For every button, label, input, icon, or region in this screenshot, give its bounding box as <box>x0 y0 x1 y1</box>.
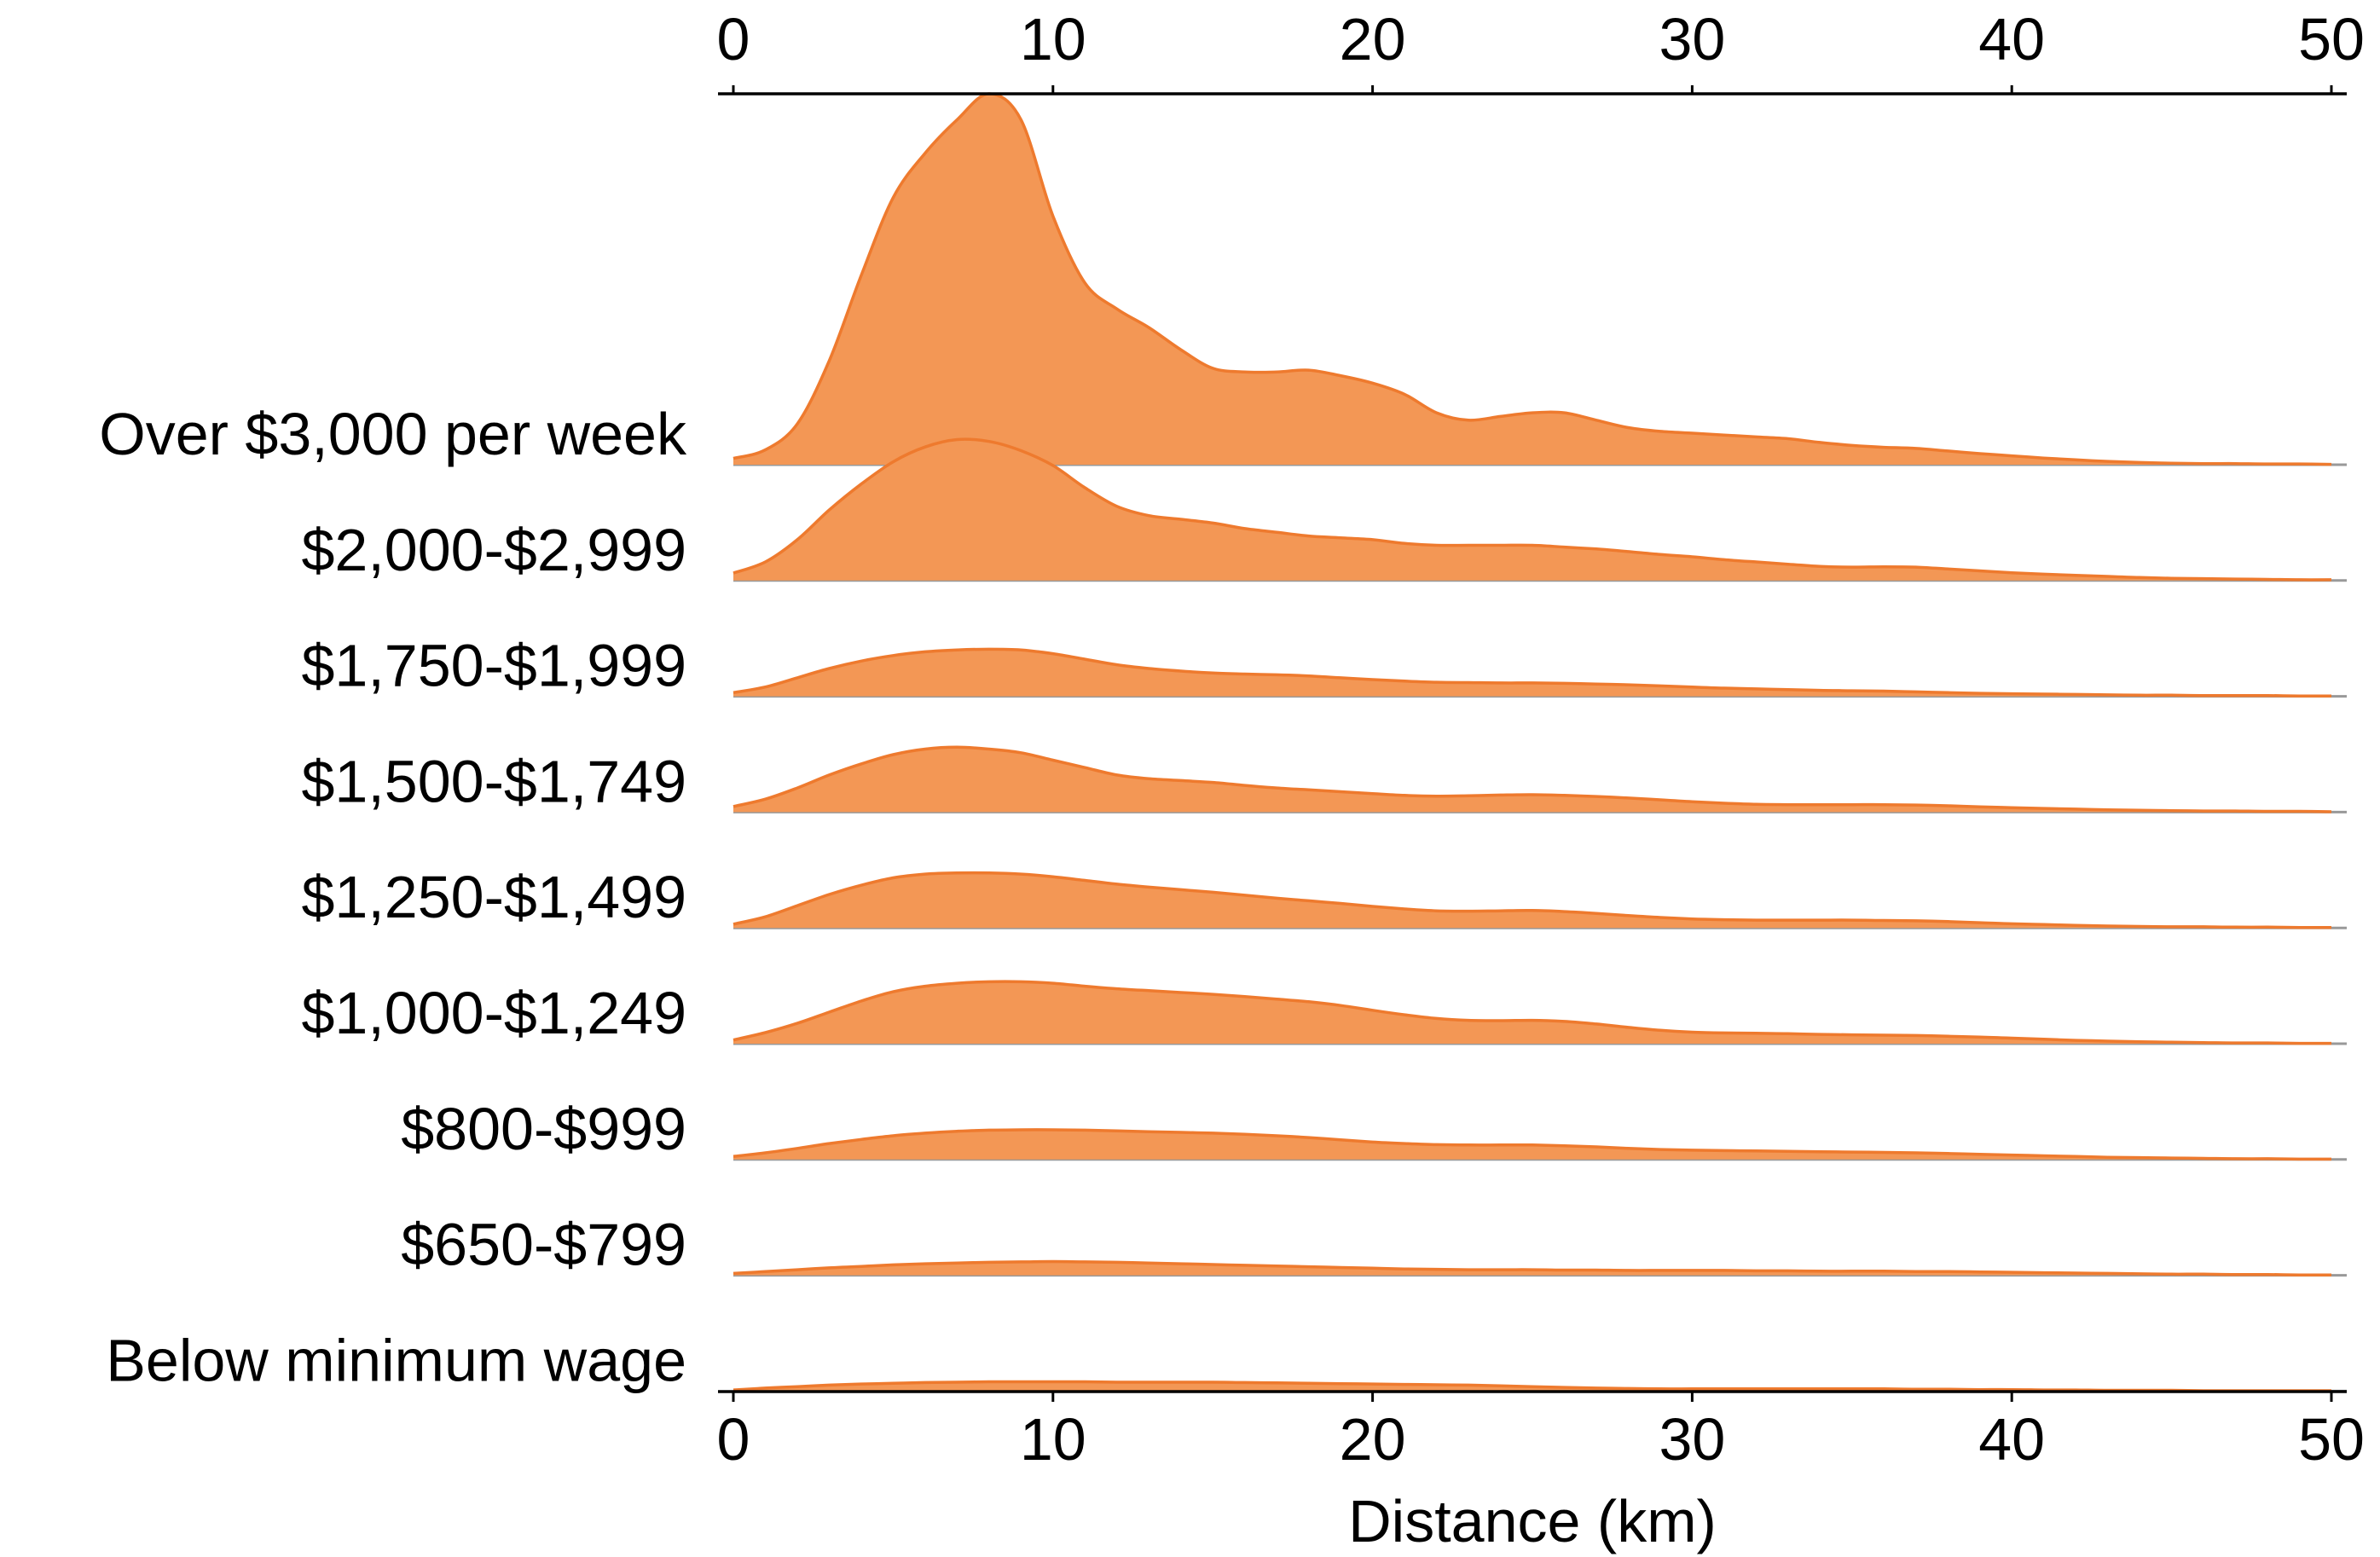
ridge-area <box>733 747 2331 813</box>
ridge-outline <box>733 92 2332 466</box>
bottom-x-axis: 0 10 20 30 40 50 <box>717 1390 2365 1473</box>
row-label: $1,000-$1,249 <box>301 980 686 1046</box>
ridges-group <box>733 92 2347 1392</box>
tick-label: 0 <box>717 6 750 72</box>
ridge-area <box>733 439 2331 581</box>
ridge-outline <box>733 1128 2331 1161</box>
row-label: Below minimum wage <box>106 1327 686 1393</box>
tick-label: 10 <box>1020 6 1086 72</box>
row-label: $2,000-$2,999 <box>301 517 686 583</box>
tick-label: 50 <box>2298 1406 2365 1473</box>
ridge-area <box>733 1129 2331 1160</box>
ridge-area <box>733 872 2331 929</box>
tick-label: 30 <box>1659 6 1725 72</box>
row-label: $1,750-$1,999 <box>301 633 686 699</box>
tick-label: 20 <box>1340 6 1406 72</box>
ridge-outline <box>733 980 2331 1045</box>
ridge-outline <box>733 745 2332 813</box>
ridge-row <box>733 871 2347 929</box>
tick-label: 0 <box>717 1406 750 1473</box>
row-label: $800-$999 <box>401 1096 686 1162</box>
row-label: $1,250-$1,499 <box>301 864 686 930</box>
ridge-area <box>733 649 2331 697</box>
ridge-row <box>733 980 2347 1045</box>
tick-label: 30 <box>1659 1406 1725 1473</box>
ridge-outline <box>733 871 2331 929</box>
ridge-row <box>733 1259 2347 1277</box>
ridge-row <box>733 745 2347 813</box>
row-label: $1,500-$1,749 <box>301 748 686 814</box>
row-label: $650-$799 <box>401 1212 686 1278</box>
row-labels-group: Over $3,000 per week $2,000-$2,999 $1,750-… <box>99 401 687 1393</box>
ridge-outline <box>733 1259 2331 1276</box>
ridge-row <box>733 1380 2347 1392</box>
tick-label: 50 <box>2298 6 2365 72</box>
ridge-area <box>733 981 2331 1044</box>
tick-label: 40 <box>1978 6 2045 72</box>
ridge-row <box>733 437 2347 582</box>
ridge-outline <box>733 1380 2331 1392</box>
top-x-axis: 0 10 20 30 40 50 <box>717 6 2365 96</box>
ridge-area <box>733 94 2331 465</box>
tick-label: 20 <box>1340 1406 1406 1473</box>
ridge-row <box>733 1128 2347 1161</box>
ridge-row <box>733 647 2347 698</box>
row-label: Over $3,000 per week <box>99 401 687 467</box>
ridge-row <box>733 92 2347 466</box>
ridge-outline <box>733 437 2332 582</box>
ridge-outline <box>733 647 2331 697</box>
tick-label: 40 <box>1978 1406 2045 1473</box>
tick-label: 10 <box>1020 1406 1086 1473</box>
ridge-area <box>733 1381 2331 1392</box>
x-axis-title: Distance (km) <box>1348 1488 1717 1554</box>
